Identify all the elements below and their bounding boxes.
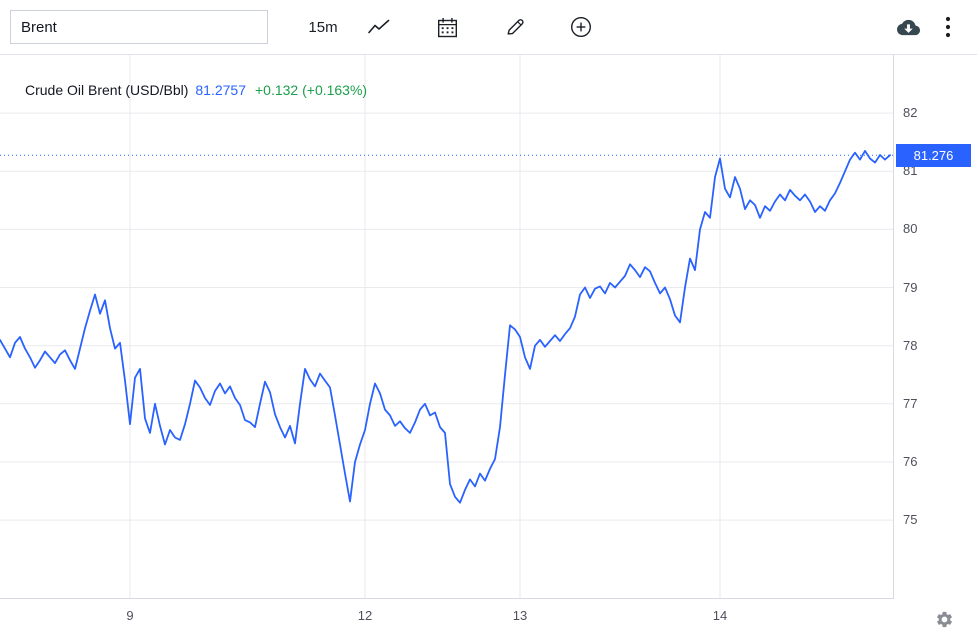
symbol-search-input[interactable] [10,10,268,44]
price-axis-label: 75 [903,512,918,528]
price-line-chart [0,55,893,598]
price-chart-pane[interactable]: Crude Oil Brent (USD/Bbl) 81.2757 +0.132 (… [0,55,894,599]
last-price-value: 81.2757 [195,82,246,98]
compare-add-button[interactable] [560,8,602,46]
current-price-label: 81.276 [896,143,971,167]
more-menu-button[interactable] [933,8,963,46]
download-button[interactable] [887,8,929,46]
calendar-icon [437,17,457,37]
time-axis[interactable]: 9 12 13 14 [0,600,894,637]
toolbar: 15m [0,0,977,55]
price-axis-label: 79 [903,279,918,295]
time-axis-label: 14 [712,608,728,623]
gear-icon [936,611,952,627]
price-change-value: +0.132 (+0.163%) [255,82,368,98]
plus-circle-icon [570,16,592,38]
price-axis[interactable]: 81.276 82 81 80 79 78 77 76 75 [894,55,977,599]
interval-button[interactable]: 15m [302,8,344,46]
instrument-title: Crude Oil Brent (USD/Bbl) [25,82,189,98]
chart-settings-button[interactable] [931,606,957,632]
kebab-menu-icon [945,16,951,38]
price-axis-label: 80 [903,221,918,237]
time-axis-label: 9 [126,608,134,623]
cloud-download-icon [896,19,920,35]
pencil-icon [507,19,524,35]
time-axis-label: 12 [357,608,373,623]
chart-area: Crude Oil Brent (USD/Bbl) 81.2757 +0.132 (… [0,55,977,637]
time-axis-label: 13 [512,608,528,623]
draw-tools-button[interactable] [494,8,536,46]
price-axis-label: 77 [903,395,918,411]
price-axis-label: 78 [903,337,918,353]
chart-legend: Crude Oil Brent (USD/Bbl) 81.2757 +0.132 (… [25,82,367,98]
price-axis-label: 82 [903,105,918,121]
line-chart-icon [368,19,390,34]
date-range-button[interactable] [426,8,468,46]
chart-type-button[interactable] [358,8,400,46]
price-axis-label: 81 [903,163,918,179]
price-axis-label: 76 [903,453,918,469]
